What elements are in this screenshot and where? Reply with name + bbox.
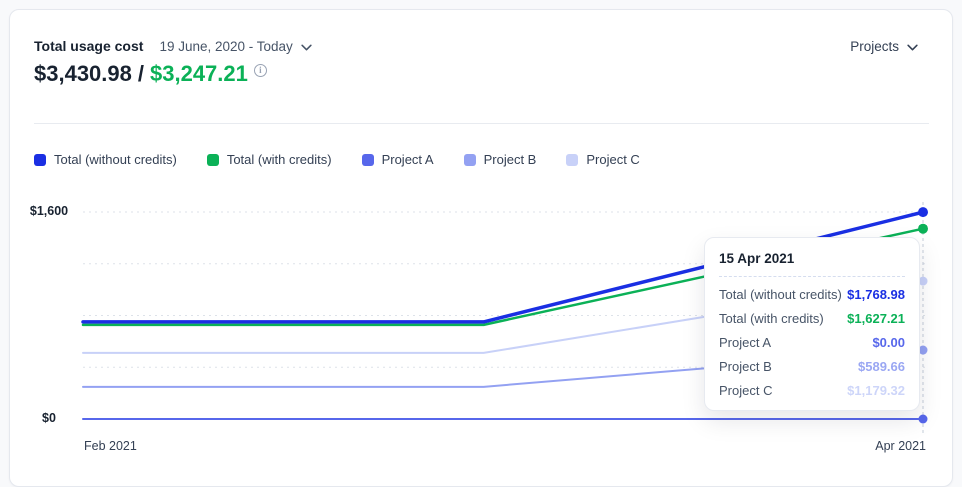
tooltip-row-value: $589.66 xyxy=(858,358,905,374)
tooltip-row-project-a: Project A $0.00 xyxy=(719,330,905,354)
info-icon[interactable]: i xyxy=(253,63,267,77)
projects-dropdown[interactable]: Projects xyxy=(850,39,928,54)
chevron-down-icon xyxy=(301,39,312,54)
date-range-label: 19 June, 2020 - Today xyxy=(159,38,293,54)
header-divider xyxy=(34,123,929,124)
tooltip-divider xyxy=(719,276,905,277)
tooltip-rows: Total (without credits) $1,768.98 Total (w… xyxy=(719,282,905,402)
legend-swatch xyxy=(34,153,46,166)
legend-label: Project B xyxy=(483,152,537,167)
legend-swatch xyxy=(361,153,374,166)
chevron-down-icon xyxy=(907,39,918,54)
chart-legend: Total (without credits) Total (with credi… xyxy=(34,152,640,167)
tooltip-row-label: Project A xyxy=(719,334,772,350)
x-axis-tick-feb: Feb 2021 xyxy=(84,439,137,453)
date-range-dropdown[interactable]: 19 June, 2020 - Today xyxy=(159,38,312,54)
endpoint-dot-project-c xyxy=(918,276,928,286)
chart-tooltip: 15 Apr 2021 Total (without credits) $1,76… xyxy=(704,237,920,411)
endpoint-dot-total-without-credits xyxy=(918,207,928,218)
card-header: Total usage cost 19 June, 2020 - Today P… xyxy=(34,38,928,54)
legend-swatch xyxy=(566,153,579,166)
endpoint-dot-project-b xyxy=(918,345,928,355)
chart-area: $1,600 $0 Feb 2021 Apr 2021 15 Apr 2021 … xyxy=(10,196,954,476)
tooltip-row-value: $1,768.98 xyxy=(847,286,905,302)
legend-swatch xyxy=(206,153,219,166)
x-axis-tick-apr: Apr 2021 xyxy=(875,439,926,453)
legend-label: Total (without credits) xyxy=(54,152,177,167)
header-left: Total usage cost 19 June, 2020 - Today xyxy=(34,38,312,54)
legend-label: Project C xyxy=(586,152,640,167)
tooltip-date: 15 Apr 2021 xyxy=(719,251,795,266)
legend-item-total-without-credits[interactable]: Total (without credits) xyxy=(34,152,177,167)
tooltip-row-label: Project B xyxy=(719,358,772,374)
legend-item-project-a[interactable]: Project A xyxy=(361,152,434,167)
tooltip-row-value: $1,627.21 xyxy=(847,310,905,326)
legend-item-total-with-credits[interactable]: Total (with credits) xyxy=(206,152,332,167)
endpoint-dot-total-with-credits xyxy=(918,223,928,234)
tooltip-row-total-with-credits: Total (with credits) $1,627.21 xyxy=(719,306,905,330)
tooltip-row-label: Total (without credits) xyxy=(719,286,842,302)
tooltip-row-project-b: Project B $589.66 xyxy=(719,354,905,378)
tooltip-row-label: Project C xyxy=(719,382,773,398)
amount-with-credits: $3,247.21 xyxy=(150,61,248,86)
amount-separator: / xyxy=(137,61,144,86)
y-axis-tick-max: $1,600 xyxy=(29,204,69,218)
card-title: Total usage cost xyxy=(34,38,144,54)
tooltip-row-total-without-credits: Total (without credits) $1,768.98 xyxy=(719,282,905,306)
endpoint-dot-project-a xyxy=(918,414,928,424)
legend-item-project-b[interactable]: Project B xyxy=(463,152,537,167)
legend-item-project-c[interactable]: Project C xyxy=(566,152,640,167)
total-amounts: $3,430.98 / $3,247.21 i xyxy=(34,61,267,87)
amount-without-credits: $3,430.98 xyxy=(34,61,132,86)
legend-label: Total (with credits) xyxy=(226,152,332,167)
projects-label: Projects xyxy=(850,38,899,54)
usage-cost-card: Total usage cost 19 June, 2020 - Today P… xyxy=(9,9,953,487)
tooltip-row-project-c: Project C $1,179.32 xyxy=(719,378,905,402)
tooltip-row-label: Total (with credits) xyxy=(719,310,824,326)
legend-swatch xyxy=(463,153,476,166)
tooltip-row-value: $0.00 xyxy=(872,334,905,350)
legend-label: Project A xyxy=(381,152,434,167)
y-axis-tick-zero: $0 xyxy=(42,411,56,425)
tooltip-row-value: $1,179.32 xyxy=(847,382,905,398)
